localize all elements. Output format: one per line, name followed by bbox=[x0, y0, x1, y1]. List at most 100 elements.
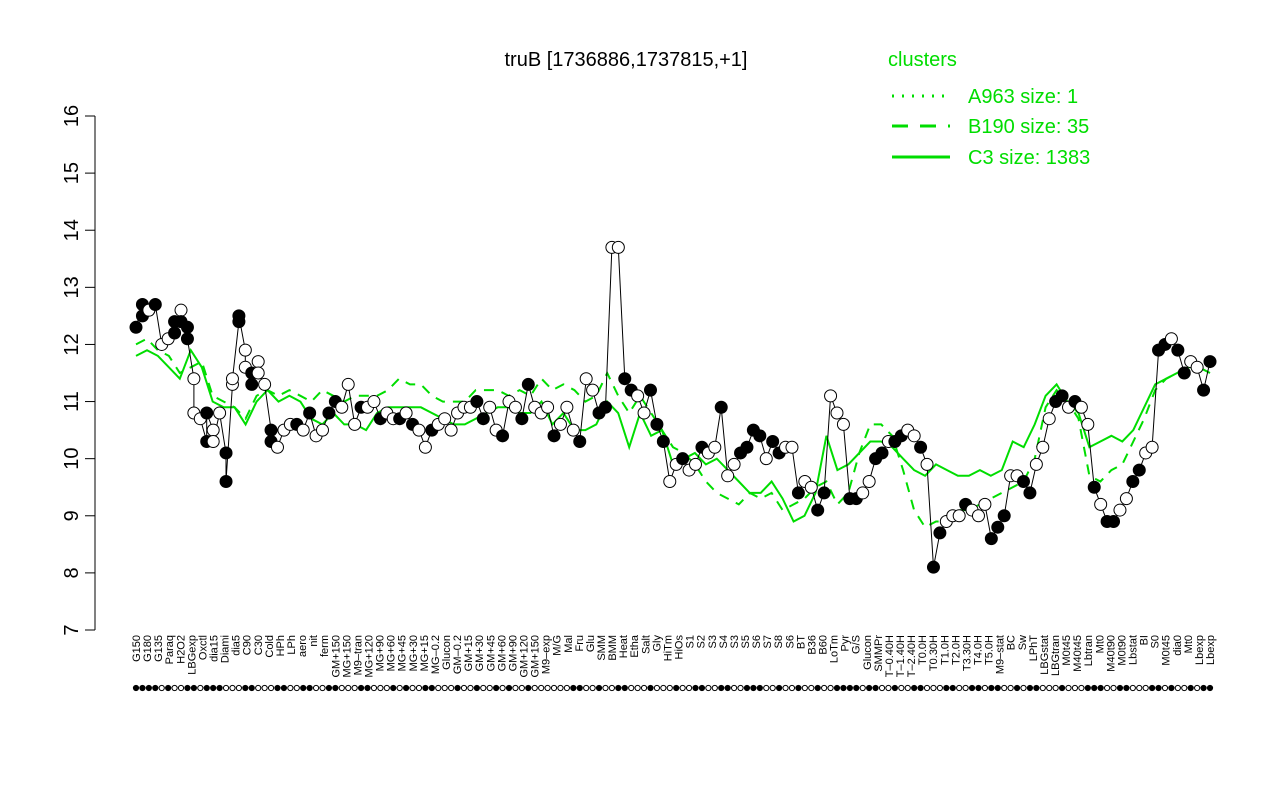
data-point bbox=[206, 435, 220, 449]
x-tick-label: S7 bbox=[762, 635, 774, 648]
x-tick-label: S1 bbox=[685, 635, 697, 648]
rug-mark bbox=[782, 684, 789, 692]
x-tick-label: S5 bbox=[740, 635, 752, 648]
data-point bbox=[1036, 440, 1050, 454]
x-tick-label: ferm bbox=[319, 635, 331, 657]
data-point bbox=[676, 452, 690, 466]
y-tick-label: 13 bbox=[61, 276, 83, 298]
x-tick-label: Sw bbox=[1017, 635, 1029, 650]
rug-mark bbox=[917, 684, 924, 692]
rug-mark bbox=[589, 684, 596, 692]
rug-mark bbox=[685, 684, 693, 692]
x-tick-label: G180 bbox=[142, 635, 154, 662]
y-tick-label: 7 bbox=[61, 624, 83, 635]
x-tick-label: HPh bbox=[275, 635, 287, 656]
data-point bbox=[933, 526, 947, 540]
data-point bbox=[1074, 400, 1088, 414]
rug-mark bbox=[840, 684, 847, 692]
chart-title: truB [1736886,1737815,+1] bbox=[505, 49, 748, 71]
rug-mark bbox=[312, 684, 320, 692]
data-point bbox=[811, 503, 825, 517]
rug-mark bbox=[377, 684, 384, 692]
x-tick-label: T5.0H bbox=[984, 635, 996, 665]
x-tick-label: Mal bbox=[563, 635, 575, 653]
rug-mark bbox=[878, 684, 886, 692]
x-tick-label: Mt0 bbox=[1183, 635, 1195, 653]
data-point bbox=[830, 406, 844, 420]
data-point bbox=[129, 320, 143, 334]
rug-mark bbox=[216, 684, 223, 692]
rug-mark bbox=[544, 684, 551, 692]
y-tick-label: 15 bbox=[61, 162, 83, 184]
x-tick-label: B36 bbox=[806, 635, 818, 655]
data-point bbox=[515, 412, 529, 426]
data-point bbox=[785, 440, 799, 454]
x-tick-label: BC bbox=[1006, 635, 1018, 650]
data-point bbox=[322, 406, 336, 420]
data-point bbox=[238, 343, 252, 357]
rug-mark bbox=[460, 684, 468, 692]
x-tick-label: Mt0 bbox=[1094, 635, 1106, 653]
x-tick-label: S0 bbox=[1150, 635, 1162, 648]
x-tick-label: Glucon bbox=[441, 635, 453, 670]
data-point bbox=[759, 452, 773, 466]
x-tick-label: GM+120 bbox=[519, 635, 531, 678]
data-point bbox=[997, 509, 1011, 523]
rug-mark bbox=[930, 684, 937, 692]
x-tick-label: GM+60 bbox=[496, 635, 508, 671]
data-point bbox=[1107, 514, 1121, 528]
data-point bbox=[296, 423, 310, 437]
rug-mark bbox=[801, 684, 808, 692]
rug-mark bbox=[859, 684, 866, 692]
x-tick-label: S6 bbox=[751, 635, 763, 648]
data-point bbox=[232, 309, 246, 323]
x-tick-label: M40t90 bbox=[1105, 635, 1117, 672]
x-tick-label: BMM bbox=[607, 635, 619, 661]
data-point bbox=[637, 406, 651, 420]
rug-mark bbox=[563, 684, 570, 692]
data-point bbox=[740, 440, 754, 454]
legend-label-a963: A963 size: 1 bbox=[968, 86, 1078, 108]
rug-mark bbox=[486, 684, 493, 692]
rug-mark bbox=[595, 684, 603, 692]
x-tick-label: T3.30H bbox=[961, 635, 973, 671]
rug-mark bbox=[132, 684, 140, 692]
data-point bbox=[991, 520, 1005, 534]
data-point bbox=[824, 389, 838, 403]
rug-mark bbox=[1149, 684, 1156, 692]
x-tick-label: T0.0H bbox=[917, 635, 929, 665]
rug-mark bbox=[145, 684, 152, 692]
rug-mark bbox=[814, 684, 821, 692]
data-point bbox=[438, 412, 452, 426]
rug-mark bbox=[1071, 684, 1079, 692]
data-point bbox=[270, 440, 284, 454]
rug-mark bbox=[267, 684, 275, 692]
data-point bbox=[817, 486, 831, 500]
data-point bbox=[611, 240, 625, 254]
y-tick-label: 8 bbox=[61, 567, 83, 578]
data-point bbox=[566, 423, 580, 437]
rug-mark bbox=[956, 684, 963, 692]
data-point bbox=[766, 435, 780, 449]
data-point bbox=[727, 457, 741, 471]
x-tick-label: LPh bbox=[286, 635, 298, 655]
x-tick-label: Gly bbox=[651, 635, 663, 652]
rug-mark bbox=[660, 684, 667, 692]
x-tick-label: Glu bbox=[585, 635, 597, 652]
y-tick-label: 9 bbox=[61, 510, 83, 521]
rug-mark bbox=[1091, 684, 1098, 692]
rug-mark bbox=[422, 684, 429, 692]
y-tick-label: 16 bbox=[61, 105, 83, 127]
legend-label-c3: C3 size: 1383 bbox=[968, 147, 1090, 169]
rug-mark bbox=[1142, 684, 1149, 692]
rug-mark bbox=[403, 684, 410, 692]
x-tick-label: GM+30 bbox=[474, 635, 486, 671]
rug-mark bbox=[1123, 684, 1130, 692]
rug-mark bbox=[776, 684, 783, 692]
data-point bbox=[862, 475, 876, 489]
x-tick-label: GM+15 bbox=[463, 635, 475, 671]
rug-mark bbox=[396, 684, 403, 692]
x-tick-label: M/G bbox=[552, 635, 564, 656]
data-point bbox=[470, 395, 484, 409]
